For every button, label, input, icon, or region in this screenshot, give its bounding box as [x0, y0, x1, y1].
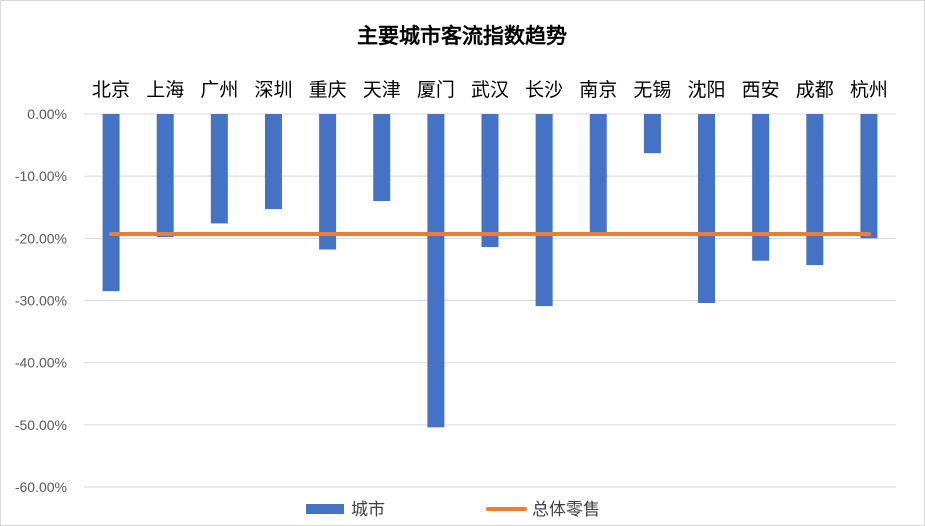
category-label: 南京: [579, 79, 617, 101]
category-label: 长沙: [525, 79, 563, 101]
category-label: 杭州: [850, 79, 888, 101]
bar: [806, 114, 824, 266]
bar: [319, 114, 337, 250]
legend: 城市 总体零售: [306, 500, 600, 520]
y-tick-label: -40.00%: [15, 355, 67, 371]
bar: [481, 114, 499, 248]
bar: [535, 114, 553, 307]
bar: [102, 114, 120, 292]
category-label: 北京: [92, 79, 130, 101]
bar: [698, 114, 716, 303]
y-tick-label: -50.00%: [15, 417, 67, 433]
y-tick-label: -10.00%: [15, 168, 67, 184]
chart-title: 主要城市客流指数趋势: [357, 24, 567, 48]
legend-label-bar: 城市: [351, 500, 385, 520]
category-label: 天津: [363, 79, 401, 101]
category-label: 上海: [146, 79, 184, 101]
category-label: 成都: [796, 79, 834, 101]
bar: [264, 114, 282, 210]
category-label: 深圳: [254, 79, 292, 101]
bar: [156, 114, 174, 238]
category-label: 广州: [200, 79, 238, 101]
y-tick-label: 0.00%: [27, 106, 67, 122]
category-label: 无锡: [633, 79, 671, 101]
bar: [752, 114, 770, 261]
bar: [860, 114, 878, 239]
bar: [589, 114, 607, 233]
category-label: 重庆: [309, 79, 347, 101]
y-tick-label: -60.00%: [15, 479, 67, 495]
bar: [373, 114, 391, 202]
bar: [427, 114, 445, 428]
y-tick-label: -30.00%: [15, 293, 67, 309]
category-label: 沈阳: [688, 79, 726, 101]
category-label: 西安: [742, 79, 780, 101]
legend-label-line: 总体零售: [532, 500, 600, 520]
bar: [643, 114, 661, 154]
category-labels: 北京 上海 广州 深圳 重庆 天津 厦门 武汉 长沙 南京 无锡 沈阳 西安 成都 杭州: [92, 79, 888, 101]
bar: [210, 114, 228, 224]
bar-series: [102, 114, 878, 428]
category-label: 武汉: [471, 79, 509, 101]
y-axis-tick-labels: 0.00% -10.00% -20.00% -30.00% -40.00% -50.00%…: [15, 106, 67, 495]
legend-swatch-bar: [306, 504, 344, 514]
category-label: 厦门: [417, 79, 455, 101]
y-tick-label: -20.00%: [15, 230, 67, 246]
